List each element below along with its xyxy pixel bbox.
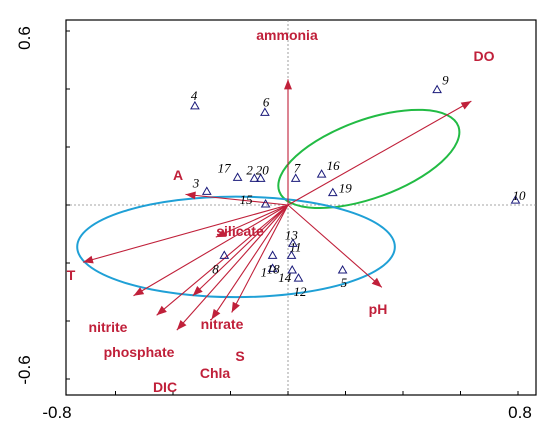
- zero-axes: [66, 20, 536, 395]
- site-marker-19: [327, 187, 338, 197]
- vector-label-ph: pH: [369, 301, 388, 317]
- site-label-9: 9: [442, 73, 449, 88]
- vector-label-nitrate: nitrate: [201, 316, 244, 332]
- y-tick-label-bottom: -0.6: [15, 355, 34, 384]
- vector-do: [287, 100, 472, 206]
- vector-dic: [176, 204, 289, 331]
- arrowhead-nitrite: [133, 287, 145, 296]
- arrowhead-chla: [211, 308, 221, 320]
- site-marker-9: [432, 84, 442, 94]
- axis-ticks: [66, 30, 519, 395]
- site-marker-4: [190, 100, 200, 110]
- site-label-8: 8: [212, 261, 219, 276]
- arrowhead-silicate: [215, 229, 227, 238]
- site-marker-14: [287, 264, 298, 274]
- vector-nitrite: [133, 204, 289, 297]
- site-marker-10: [510, 195, 521, 204]
- arrowhead-phosphate: [156, 305, 167, 316]
- site-label-13: 13: [285, 227, 299, 242]
- site-marker-2: [249, 173, 260, 182]
- y-tick-label-top: 0.6: [15, 26, 34, 50]
- arrowhead-nitrate: [192, 285, 203, 296]
- vector-label-ammonia: ammonia: [256, 27, 318, 43]
- site-marker-7: [290, 173, 301, 182]
- vector-label-nitrite: nitrite: [89, 319, 128, 335]
- site-label-2: 2: [246, 162, 253, 177]
- site-label-15: 15: [240, 192, 254, 207]
- arrowhead-a: [185, 191, 196, 200]
- tick-labels: -0.8 0.8 0.6 -0.6: [15, 26, 532, 422]
- vector-label-dic: DIC: [153, 379, 177, 395]
- site-marker-17: [232, 172, 243, 181]
- x-tick-label-right: 0.8: [508, 403, 532, 422]
- arrowhead-dic: [176, 319, 187, 331]
- site-label-18: 18: [267, 261, 281, 276]
- site-label-20: 20: [256, 162, 270, 177]
- site-marker-8: [219, 250, 230, 259]
- site-marker-11: [286, 250, 297, 259]
- blue-ellipse: [76, 195, 396, 299]
- site-marker-13: [288, 238, 298, 247]
- site-label-12: 12: [294, 284, 308, 299]
- vector-t: [82, 204, 289, 263]
- x-tick-label-left: -0.8: [42, 403, 71, 422]
- arrowhead-ammonia: [284, 79, 292, 90]
- arrowhead-t: [82, 255, 94, 264]
- vector-label-chla: Chla: [200, 365, 231, 381]
- site-marker-16: [316, 169, 327, 178]
- site-marker-1: [267, 263, 278, 272]
- site-label-1: 1: [261, 264, 268, 279]
- site-label-17: 17: [218, 160, 232, 175]
- vector-chla: [211, 204, 289, 320]
- site-label-4: 4: [191, 88, 198, 103]
- vector-label-phosphate: phosphate: [104, 344, 175, 360]
- vector-s: [231, 204, 289, 313]
- vector-label-a: A: [173, 167, 183, 183]
- site-label-11: 11: [290, 239, 302, 254]
- site-marker-5: [337, 264, 348, 274]
- group-ellipses: [76, 108, 461, 299]
- site-label-10: 10: [513, 188, 527, 203]
- vector-phosphate: [156, 204, 289, 316]
- site-label-16: 16: [327, 158, 341, 173]
- vector-nitrate: [192, 204, 289, 297]
- site-label-6: 6: [263, 94, 270, 109]
- site-marker-18: [267, 250, 278, 259]
- arrowhead-do: [460, 101, 472, 110]
- vector-label-s: S: [235, 348, 244, 364]
- arrowhead-ph: [371, 277, 382, 288]
- arrowhead-s: [231, 301, 240, 313]
- site-label-19: 19: [339, 181, 353, 196]
- vector-silicate: [215, 204, 289, 238]
- site-marker-6: [260, 107, 270, 116]
- site-marker-3: [201, 186, 212, 195]
- site-marker-15: [260, 199, 271, 208]
- vector-label-t: T: [67, 267, 76, 283]
- site-marker-12: [293, 273, 304, 282]
- site-label-3: 3: [192, 175, 200, 190]
- site-marker-20: [255, 173, 266, 182]
- site-label-14: 14: [278, 270, 292, 285]
- vector-ph: [287, 204, 383, 288]
- site-label-7: 7: [294, 160, 301, 175]
- site-label-5: 5: [341, 275, 348, 290]
- vector-label-do: DO: [474, 48, 495, 64]
- plot-frame: [65, 19, 537, 396]
- green-ellipse: [277, 108, 461, 210]
- vector-a: [185, 193, 289, 206]
